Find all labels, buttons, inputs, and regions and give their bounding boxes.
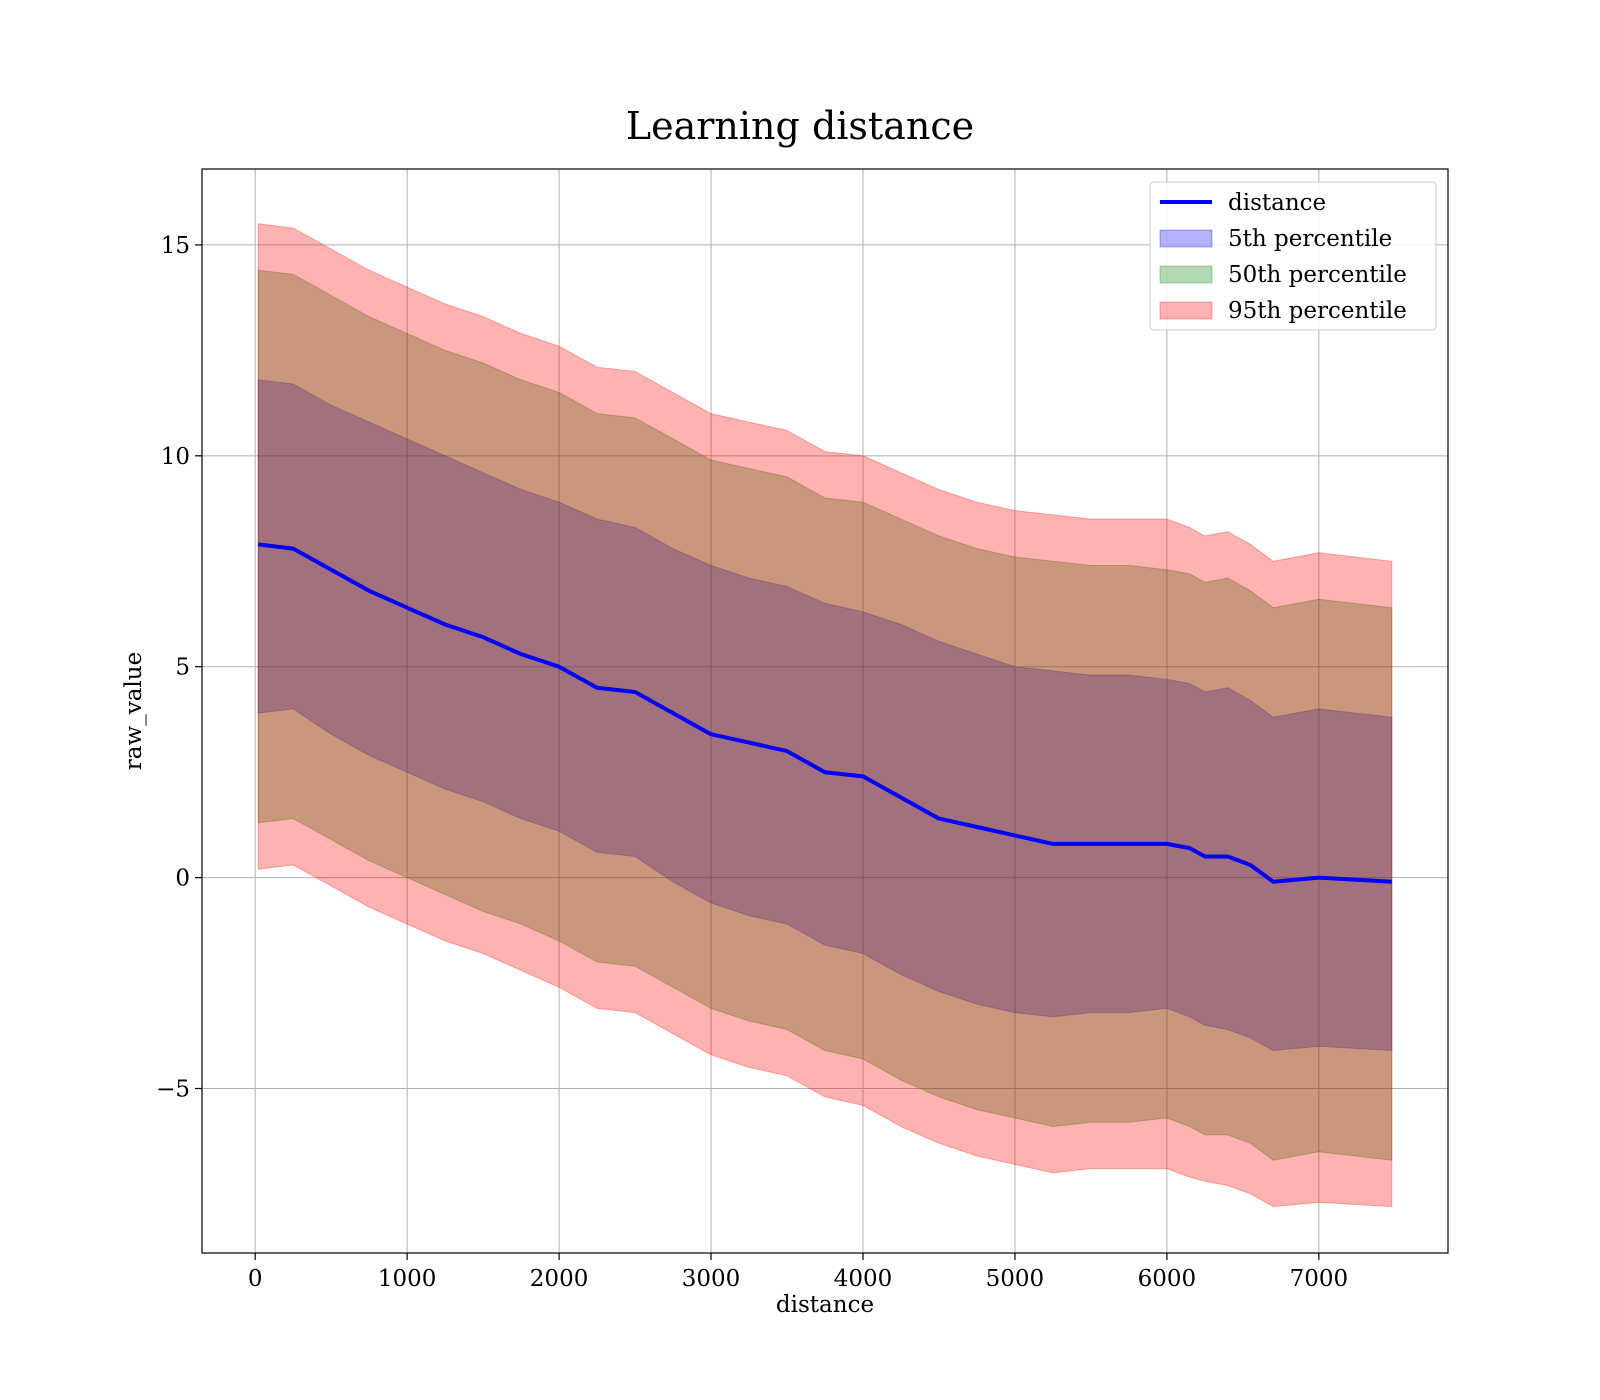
y-tick-label: 15 [161,233,190,259]
percentile-bands [257,223,1393,1208]
chart-title: Learning distance [625,104,975,148]
series-line-distance [257,542,1392,884]
grid-lines [202,169,1448,1253]
x-tick-label: 0 [248,1266,263,1292]
legend-box [1149,181,1437,331]
band-95th-percentile [257,223,1393,1208]
x-tick-label: 2000 [530,1266,589,1292]
x-tick-label: 1000 [378,1266,437,1292]
legend-label: 5th percentile [1228,226,1392,252]
series-lines [257,542,1392,884]
x-tick-label: 7000 [1290,1266,1349,1292]
x-axis-label: distance [775,1292,875,1318]
y-tick-label: −5 [156,1077,190,1103]
x-tick-label: 6000 [1138,1266,1197,1292]
legend-label: 50th percentile [1228,262,1407,288]
x-tick-label: 3000 [682,1266,741,1292]
x-tick-label: 5000 [986,1266,1045,1292]
y-axis-ticks: −5 0 5 10 15 [156,233,202,1103]
y-tick-label: 10 [161,444,190,470]
x-tick-label: 4000 [834,1266,893,1292]
legend-swatch-band [1159,265,1213,284]
axes-frame [201,168,1449,1254]
legend: distance 5th percentile 50th percentile 95t… [1149,181,1437,331]
band-50th-percentile [257,269,1393,1161]
y-axis-label: raw_value [121,651,147,771]
legend-swatch-band [1159,301,1213,320]
axes-border [201,168,1449,1254]
x-axis-ticks: 0 1000 2000 3000 4000 5000 6000 7000 [248,1253,1348,1292]
y-tick-label: 0 [175,866,190,892]
legend-label: distance [1228,190,1326,216]
legend-swatch-band [1159,229,1213,248]
y-tick-label: 5 [175,655,190,681]
band-5th-percentile [257,379,1393,1052]
legend-label: 95th percentile [1228,298,1407,324]
